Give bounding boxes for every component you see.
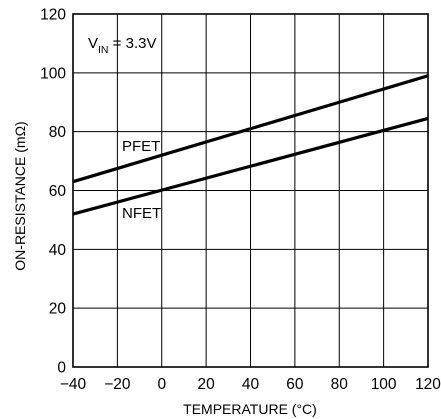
chart-grid bbox=[73, 14, 428, 367]
vin-annotation-subscript: IN bbox=[98, 44, 109, 56]
x-tick-label: 40 bbox=[242, 376, 260, 393]
x-axis-ticks: −40 −20 0 20 40 60 80 100 120 bbox=[60, 376, 441, 393]
x-axis-label: TEMPERATURE (°C) bbox=[183, 401, 317, 417]
x-tick-label: −40 bbox=[60, 376, 87, 393]
y-tick-label: 60 bbox=[49, 183, 67, 200]
y-tick-label: 120 bbox=[40, 7, 66, 24]
x-tick-label: 20 bbox=[198, 376, 216, 393]
y-axis-ticks: 0 20 40 60 80 100 120 bbox=[40, 7, 66, 377]
x-tick-label: 120 bbox=[415, 376, 441, 393]
y-axis-label: ON-RESISTANCE (mΩ) bbox=[12, 121, 28, 270]
x-tick-label: 60 bbox=[286, 376, 304, 393]
vin-annotation-main: V bbox=[88, 35, 98, 52]
y-tick-label: 40 bbox=[49, 242, 67, 259]
y-tick-label: 100 bbox=[40, 65, 66, 82]
plot-frame bbox=[72, 13, 429, 368]
x-tick-label: −20 bbox=[104, 376, 131, 393]
x-tick-label: 100 bbox=[371, 376, 397, 393]
vin-annotation: VIN = 3.3V bbox=[88, 35, 156, 56]
series-line-nfet bbox=[72, 116, 429, 216]
y-tick-label: 20 bbox=[49, 301, 67, 318]
vin-annotation-suffix: = 3.3V bbox=[109, 35, 157, 52]
series-label-pfet: PFET bbox=[122, 138, 160, 155]
y-tick-label: 80 bbox=[49, 124, 67, 141]
y-tick-label: 0 bbox=[57, 360, 66, 377]
series-label-nfet: NFET bbox=[122, 205, 161, 222]
chart-series bbox=[72, 74, 429, 216]
x-tick-label: 0 bbox=[157, 376, 166, 393]
series-line-pfet bbox=[72, 74, 429, 184]
x-tick-label: 80 bbox=[331, 376, 349, 393]
